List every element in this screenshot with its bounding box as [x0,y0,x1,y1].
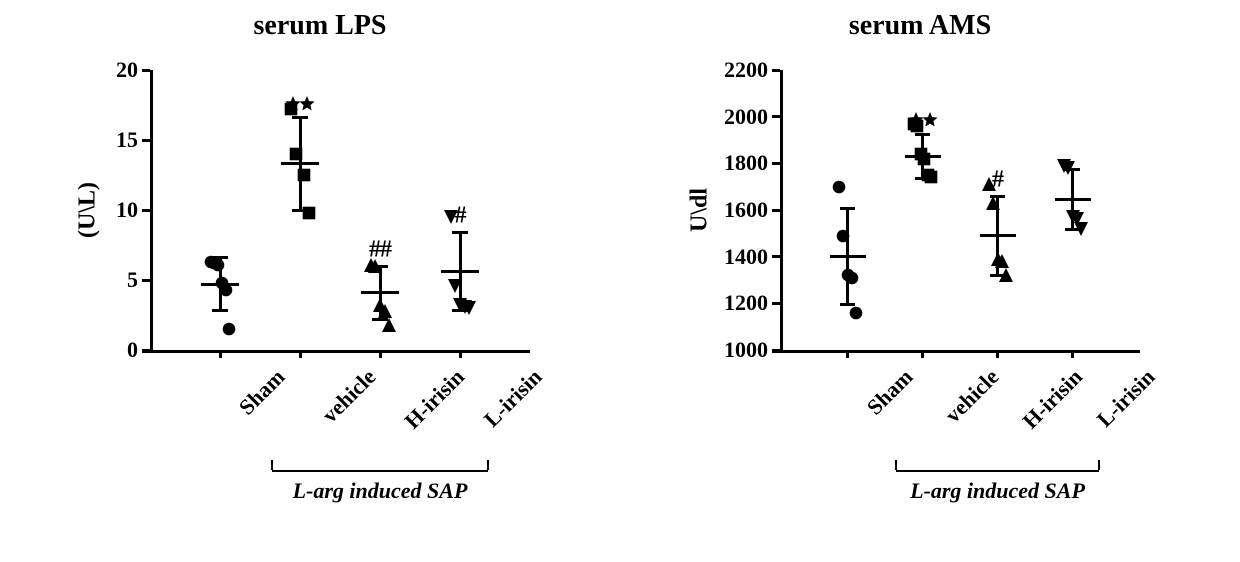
data-point [382,318,396,332]
data-point [999,268,1013,282]
data-point [986,196,1000,210]
group-bracket [896,470,1099,472]
error-cap [212,309,228,312]
y-axis-label: U\dl [687,188,714,232]
y-tick-label: 2000 [724,104,780,130]
data-point [302,206,316,220]
group-bracket-label: L-arg induced SAP [293,478,468,504]
data-point [995,254,1009,268]
data-point [448,279,462,293]
y-axis [150,70,153,350]
significance-stars-icon [286,87,314,117]
plot-area-lps: 05101520ShamvehicleH-irisinL-irisin###L-… [150,70,530,350]
data-point [378,304,392,318]
plot-area-ams: 1000120014001600180020002200ShamvehicleH… [780,70,1140,350]
x-axis [772,350,1140,353]
y-tick-label: 20 [116,57,150,83]
significance-hash: ## [369,237,391,264]
panel-title: serum AMS [640,10,1200,42]
x-tick [459,350,462,358]
data-point [211,258,225,272]
y-tick-label: 10 [116,197,150,223]
y-tick-label: 1200 [724,290,780,316]
y-tick-label: 5 [127,267,150,293]
data-point [832,180,846,194]
group-bracket-end [895,460,897,470]
x-tick-label: Sham [234,364,290,420]
error-cap [452,231,468,234]
data-point [222,322,236,336]
y-tick-label: 1600 [724,197,780,223]
data-point [462,301,476,315]
x-tick [219,350,222,358]
data-point [924,170,938,184]
x-tick [299,350,302,358]
y-tick-label: 1800 [724,150,780,176]
panel-title: serum LPS [40,10,600,42]
x-tick [921,350,924,358]
y-tick-label: 0 [127,337,150,363]
x-tick [846,350,849,358]
x-tick [996,350,999,358]
panel-lps: serum LPS 0 5 10 15 20 Sham vehicle H-irisinL-i… [40,10,600,550]
x-tick [379,350,382,358]
y-axis-label: (U\L) [75,182,102,238]
error-whisker [846,209,849,305]
panel-ams: serum AMS 1000120014001600180020002200Sh… [640,10,1200,550]
x-tick [1071,350,1074,358]
data-point [836,229,850,243]
y-axis [780,70,783,350]
error-cap [840,207,855,210]
figure: serum LPS 05101520ShamvehicleH-irisinL-i… [0,0,1240,562]
group-bracket-end [1098,460,1100,470]
y-tick-label: 15 [116,127,150,153]
data-point [1074,222,1088,236]
data-point [1061,161,1075,175]
y-tick-label: 2200 [724,57,780,83]
data-point [845,271,859,285]
x-tick-label: H-irisin [399,364,469,434]
x-tick-label: L-irisin [1091,364,1160,433]
group-bracket-end [271,460,273,470]
error-whisker [299,118,302,210]
data-point [849,306,863,320]
x-tick-label: H-irisin [1017,364,1087,434]
group-bracket-end [487,460,489,470]
group-bracket-label: L-arg induced SAP [910,478,1085,504]
x-tick-label: vehicle [939,364,1003,428]
data-point [219,283,233,297]
significance-hash: # [455,203,466,230]
x-tick-label: L-irisin [479,364,548,433]
x-tick-label: Sham [861,364,917,420]
data-point [917,152,931,166]
group-bracket [272,470,488,472]
data-point [297,168,311,182]
significance-hash: # [992,167,1003,194]
significance-stars-icon [909,103,937,133]
data-point [289,147,303,161]
y-tick-label: 1400 [724,244,780,270]
x-axis [142,350,530,353]
x-tick-label: vehicle [317,364,381,428]
y-tick-label: 1000 [724,337,780,363]
